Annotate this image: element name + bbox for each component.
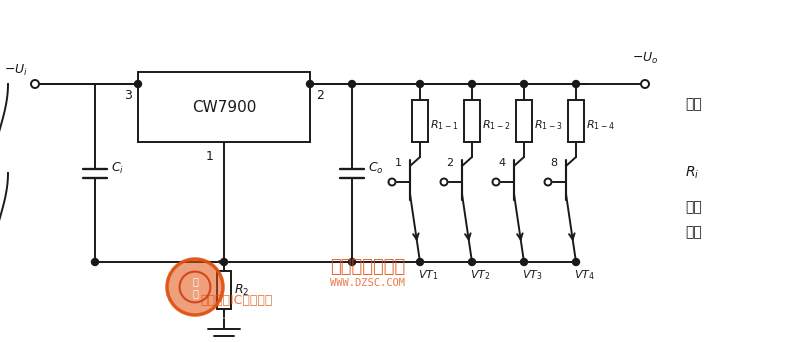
Circle shape (521, 80, 527, 88)
Circle shape (31, 80, 39, 88)
Bar (412, 100, 428, 142)
Text: 维
库: 维 库 (192, 276, 198, 298)
Circle shape (545, 179, 551, 185)
Text: $R_{1-1}$: $R_{1-1}$ (430, 119, 458, 132)
Text: 输入: 输入 (685, 225, 702, 239)
Text: $C_o$: $C_o$ (368, 160, 384, 175)
Bar (516, 100, 532, 142)
Circle shape (441, 179, 447, 185)
Text: $VT_3$: $VT_3$ (522, 268, 542, 282)
Text: $-U_i$: $-U_i$ (4, 63, 28, 78)
Text: $VT_4$: $VT_4$ (574, 268, 595, 282)
Circle shape (521, 259, 527, 265)
Circle shape (167, 259, 223, 315)
Text: WWW.DZSC.COM: WWW.DZSC.COM (330, 278, 405, 288)
Circle shape (493, 179, 499, 185)
Text: 4: 4 (498, 158, 506, 168)
Circle shape (417, 80, 423, 88)
Text: $C_i$: $C_i$ (111, 160, 124, 175)
Circle shape (469, 80, 475, 88)
Bar (217, 271, 231, 308)
Circle shape (469, 259, 475, 265)
Circle shape (306, 80, 314, 88)
Circle shape (641, 80, 649, 88)
Circle shape (349, 80, 355, 88)
Text: 逻辑: 逻辑 (685, 200, 702, 214)
Circle shape (349, 259, 355, 265)
Circle shape (389, 179, 395, 185)
Circle shape (573, 259, 579, 265)
Bar (568, 100, 584, 142)
Bar (464, 100, 480, 142)
Text: $R_{1-3}$: $R_{1-3}$ (534, 119, 562, 132)
Text: 等效: 等效 (685, 97, 702, 111)
Text: 1: 1 (206, 150, 214, 163)
Text: 1: 1 (394, 158, 402, 168)
Text: $R_i$: $R_i$ (685, 165, 699, 181)
Text: $VT_1$: $VT_1$ (418, 268, 438, 282)
Text: $VT_2$: $VT_2$ (470, 268, 490, 282)
Text: 8: 8 (550, 158, 558, 168)
Circle shape (417, 259, 423, 265)
Circle shape (221, 259, 227, 265)
Text: $R_2$: $R_2$ (234, 282, 250, 298)
Text: $R_{1-2}$: $R_{1-2}$ (482, 119, 510, 132)
Text: 2: 2 (316, 89, 324, 102)
Bar (138, 72, 310, 142)
Text: CW7900: CW7900 (192, 100, 256, 115)
Text: 3: 3 (124, 89, 132, 102)
Circle shape (134, 80, 142, 88)
Circle shape (573, 80, 579, 88)
Text: $-U_o$: $-U_o$ (632, 51, 658, 66)
Circle shape (91, 259, 98, 265)
Text: 全球最大IC采购网站: 全球最大IC采购网站 (200, 294, 272, 307)
Text: TM: TM (217, 261, 225, 265)
Text: 维库电子市场网: 维库电子市场网 (330, 258, 406, 276)
Text: 2: 2 (446, 158, 454, 168)
Text: $R_{1-4}$: $R_{1-4}$ (586, 119, 614, 132)
